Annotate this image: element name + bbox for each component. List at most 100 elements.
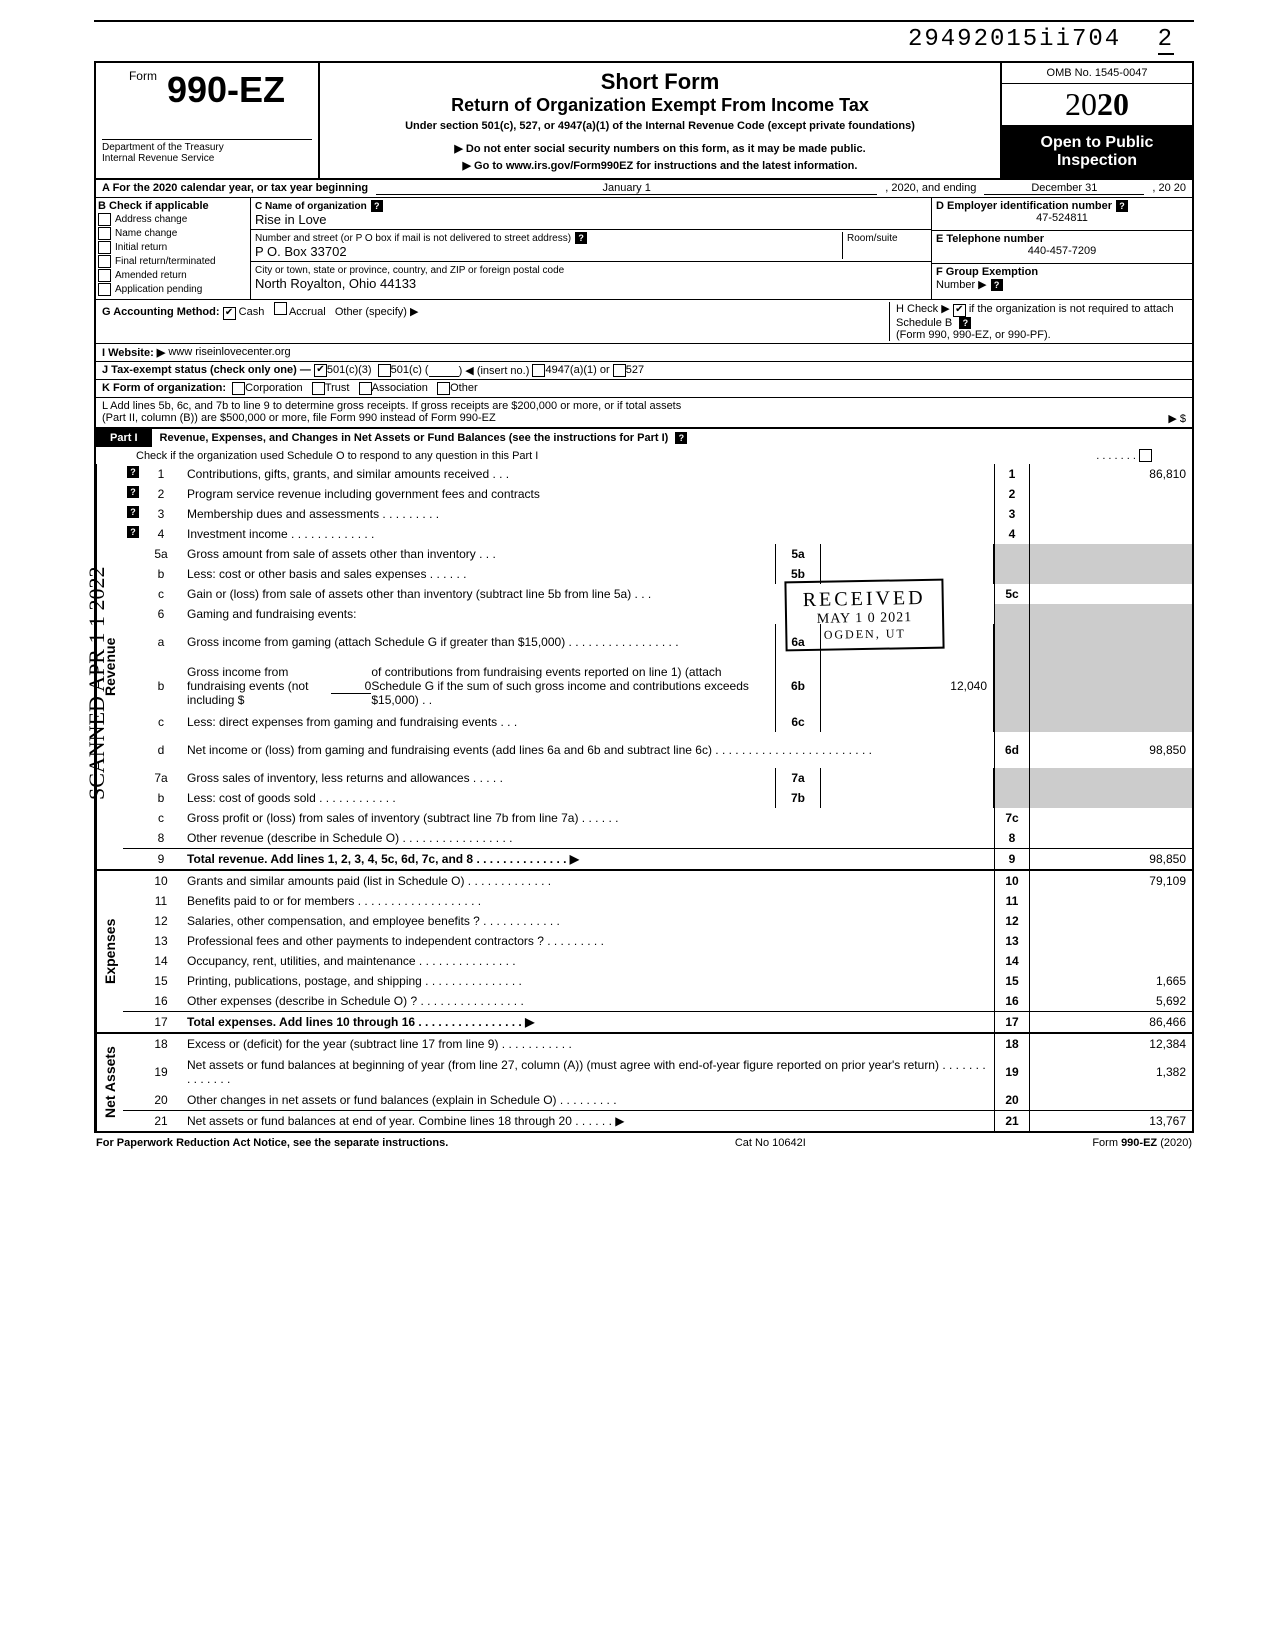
chk-name-change[interactable]: Name change [98,227,248,240]
line-6: 6 Gaming and fundraising events: [123,604,1192,624]
org-name[interactable]: Rise in Love [255,212,327,227]
val-6b-contrib[interactable]: 0 [331,679,371,694]
chk-initial-return[interactable]: Initial return [98,241,248,254]
val-11[interactable] [1030,891,1192,911]
chk-app-pending[interactable]: Application pending [98,283,248,296]
help-icon[interactable]: ? [959,317,971,329]
title-goto: ▶ Go to www.irs.gov/Form990EZ for instru… [326,159,994,172]
chk-cash[interactable]: ✔ [223,307,236,320]
val-3[interactable] [1030,504,1192,524]
chk-corp[interactable] [232,382,245,395]
val-21[interactable]: 13,767 [1030,1111,1192,1131]
val-8[interactable] [1030,828,1192,848]
help-icon[interactable]: ? [1116,200,1128,212]
chk-501c3[interactable]: ✔ [314,364,327,377]
year-cell: OMB No. 1545-0047 2020 Open to Public In… [1002,63,1192,178]
chk-h[interactable]: ✔ [953,304,966,317]
val-6a[interactable] [821,624,994,660]
val-7c[interactable] [1030,808,1192,828]
tax-year: 2020 [1002,84,1192,126]
line-21: 21 Net assets or fund balances at end of… [123,1110,1192,1131]
tax-year-begin[interactable]: January 1 [376,182,877,195]
chk-accrual[interactable] [274,302,287,315]
line-4: ? 4 Investment income . . . . . . . . . … [123,524,1192,544]
val-5a[interactable] [821,544,994,564]
val-14[interactable] [1030,951,1192,971]
omb-no: OMB No. 1545-0047 [1002,63,1192,84]
line-8: 8 Other revenue (describe in Schedule O)… [123,828,1192,848]
val-6c[interactable] [821,712,994,732]
val-9[interactable]: 98,850 [1030,849,1192,869]
help-icon[interactable]: ? [371,200,383,212]
org-city[interactable]: North Royalton, Ohio 44133 [255,276,416,291]
line-6b: b Gross income from fundraising events (… [123,660,1192,712]
val-7b[interactable] [821,788,994,808]
chk-501c[interactable] [378,364,391,377]
help-icon[interactable]: ? [127,526,139,538]
line-17: 17 Total expenses. Add lines 10 through … [123,1011,1192,1032]
val-18[interactable]: 12,384 [1030,1034,1192,1054]
form-number-cell: Form 990-EZ Department of the Treasury I… [96,63,320,178]
val-7a[interactable] [821,768,994,788]
chk-amended[interactable]: Amended return [98,269,248,282]
telephone[interactable]: 440-457-7209 [936,245,1188,257]
line-7a: 7a Gross sales of inventory, less return… [123,768,1192,788]
help-icon[interactable]: ? [991,279,1003,291]
val-20[interactable] [1030,1090,1192,1110]
val-17[interactable]: 86,466 [1030,1012,1192,1032]
val-6b[interactable]: 12,040 [821,660,994,712]
chk-527[interactable] [613,364,626,377]
line-5a: 5a Gross amount from sale of assets othe… [123,544,1192,564]
chk-schedule-o[interactable] [1139,449,1152,462]
part-i-header: Part I Revenue, Expenses, and Changes in… [94,429,1194,447]
val-2[interactable] [1030,484,1192,504]
line-11: 11 Benefits paid to or for members . . .… [123,891,1192,911]
val-19[interactable]: 1,382 [1030,1054,1192,1090]
document-id-header: 29492015ii704 2 [94,20,1194,53]
line-2: ? 2 Program service revenue including go… [123,484,1192,504]
val-6d[interactable]: 98,850 [1030,732,1192,768]
doc-id: 29492015ii704 [908,26,1121,53]
title-ssn-warn: ▶ Do not enter social security numbers o… [326,142,994,155]
val-4[interactable] [1030,524,1192,544]
line-12: 12 Salaries, other compensation, and emp… [123,911,1192,931]
ein[interactable]: 47-524811 [936,212,1188,224]
title-cell: Short Form Return of Organization Exempt… [320,63,1002,178]
check-schedule-o: Check if the organization used Schedule … [94,447,1194,464]
chk-trust[interactable] [312,382,325,395]
line-3: ? 3 Membership dues and assessments . . … [123,504,1192,524]
org-address[interactable]: P O. Box 33702 [255,244,347,259]
chk-assoc[interactable] [359,382,372,395]
val-15[interactable]: 1,665 [1030,971,1192,991]
tax-year-end[interactable]: December 31 [984,182,1144,195]
val-12[interactable] [1030,911,1192,931]
val-5c[interactable] [1030,584,1192,604]
section-expenses: Expenses [96,871,123,1032]
help-icon[interactable]: ? [575,232,587,244]
help-icon[interactable]: ? [127,486,139,498]
val-10[interactable]: 79,109 [1030,871,1192,891]
col-def: D Employer identification number? 47-524… [932,198,1192,299]
line-6c: c Less: direct expenses from gaming and … [123,712,1192,732]
help-icon[interactable]: ? [127,466,139,478]
footer-left: For Paperwork Reduction Act Notice, see … [96,1137,448,1149]
val-5b[interactable] [821,564,994,584]
val-16[interactable]: 5,692 [1030,991,1192,1011]
line-10: 10 Grants and similar amounts paid (list… [123,871,1192,891]
line-18: 18 Excess or (deficit) for the year (sub… [123,1034,1192,1054]
help-icon[interactable]: ? [675,432,687,444]
dept-treasury: Department of the Treasury Internal Reve… [102,139,312,164]
help-icon[interactable]: ? [127,506,139,518]
footer-mid: Cat No 10642I [735,1137,806,1149]
chk-address-change[interactable]: Address change [98,213,248,226]
line-1: ? 1 Contributions, gifts, grants, and si… [123,464,1192,484]
chk-other[interactable] [437,382,450,395]
val-13[interactable] [1030,931,1192,951]
website[interactable]: www riseinlovecenter.org [168,346,290,359]
chk-4947[interactable] [532,364,545,377]
val-1[interactable]: 86,810 [1030,464,1192,484]
chk-final-return[interactable]: Final return/terminated [98,255,248,268]
title-under: Under section 501(c), 527, or 4947(a)(1)… [326,120,994,132]
header-block-bcdef: B Check if applicable Address change Nam… [94,198,1194,299]
line-13: 13 Professional fees and other payments … [123,931,1192,951]
